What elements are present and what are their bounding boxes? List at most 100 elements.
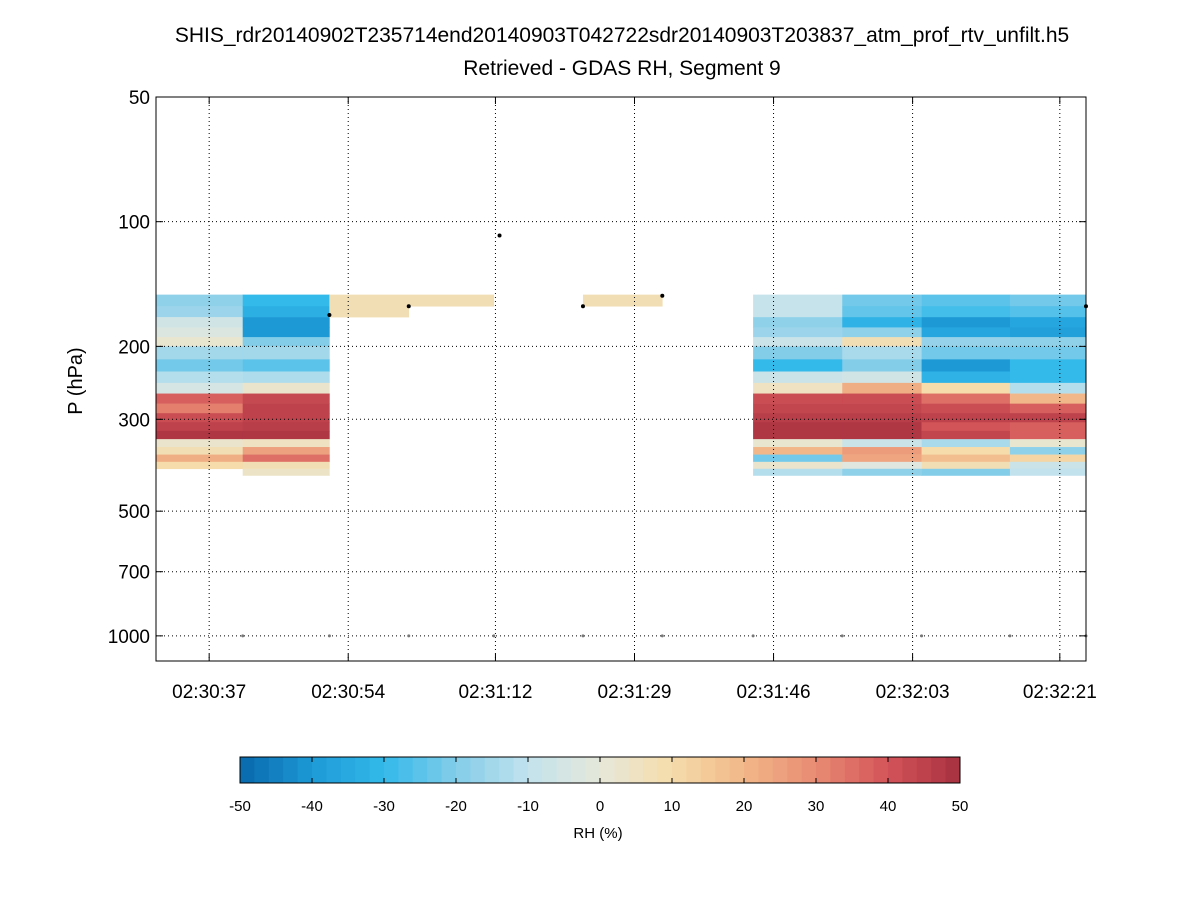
colorbar: -50 -40 -30 -20 -10 0 10 20 30 40 50 — [229, 756, 968, 815]
heatmap-cell — [156, 430, 243, 440]
heatmap-cell — [921, 306, 1011, 318]
surface-marker — [581, 634, 585, 638]
colorbar-swatch — [556, 757, 572, 783]
heatmap-cell — [156, 317, 243, 328]
heatmap-cell — [1009, 294, 1087, 307]
heatmap-cell — [408, 294, 495, 307]
colorbar-swatch — [398, 757, 414, 783]
y-tick-label: 50 — [129, 88, 150, 109]
heatmap-cell — [156, 413, 243, 423]
colorbar-swatch — [542, 757, 558, 783]
heatmap-cell — [1009, 439, 1087, 448]
colorbar-tick-label: 10 — [664, 798, 681, 815]
heatmap-cell — [921, 317, 1011, 328]
plot-frame — [155, 96, 1087, 662]
x-axis: 02:30:37 02:30:54 02:31:12 02:31:29 02:31:46… — [172, 97, 1097, 703]
heatmap-cell — [242, 403, 330, 414]
colorbar-swatch — [758, 757, 774, 783]
colorbar-swatch — [600, 757, 615, 783]
colorbar-tick-label: -30 — [373, 798, 395, 815]
colorbar-swatch — [772, 757, 788, 783]
heatmap-cell — [753, 461, 843, 470]
colorbar-swatch — [729, 757, 745, 783]
surface-marker — [660, 634, 664, 638]
heatmap-cell — [242, 447, 330, 455]
heatmap-cell — [753, 306, 843, 318]
colorbar-swatch — [470, 757, 486, 783]
heatmap-cell — [242, 382, 330, 394]
heatmap-cell — [242, 461, 330, 470]
y-tick-label: 300 — [118, 410, 150, 431]
colorbar-swatch — [427, 757, 442, 783]
heatmap-cell — [329, 294, 410, 307]
heatmap-cell — [156, 337, 243, 347]
y-axis-label: P (hPa) — [65, 347, 87, 414]
colorbar-swatch — [744, 757, 759, 783]
heatmap-cell — [156, 422, 243, 432]
heatmap-cell — [156, 359, 243, 372]
colorbar-swatch — [240, 757, 255, 783]
heatmap-cell — [1009, 359, 1087, 372]
x-tick-label: 02:32:03 — [876, 682, 950, 703]
heatmap-cell — [156, 346, 243, 360]
heatmap-cell — [753, 382, 843, 394]
colorbar-swatch — [816, 757, 831, 783]
colorbar-swatch — [254, 757, 270, 783]
colorbar-swatch — [657, 757, 673, 783]
colorbar-tick-label: 30 — [808, 798, 825, 815]
surface-marker — [751, 634, 755, 638]
heatmap-cell — [753, 337, 843, 347]
heatmap-cell — [1009, 403, 1087, 414]
cloud-top-marker — [406, 304, 411, 309]
heatmap-cell — [1009, 430, 1087, 440]
heatmap-cell — [753, 393, 843, 404]
heatmap-cell — [753, 371, 843, 384]
heatmap-cell — [921, 393, 1011, 404]
colorbar-swatch — [312, 757, 327, 783]
heatmap-cell — [156, 306, 243, 318]
heatmap-cell — [842, 447, 922, 455]
heatmap-cell — [842, 468, 922, 476]
surface-marker — [407, 634, 411, 638]
heatmap-cell — [753, 359, 843, 372]
surface-marker — [920, 634, 924, 638]
colorbar-tick-label: -10 — [517, 798, 539, 815]
heatmap-cell — [842, 317, 922, 328]
heatmap-cell — [242, 359, 330, 372]
colorbar-swatch — [628, 757, 644, 783]
heatmap-cell — [1009, 306, 1087, 318]
colorbar-swatch — [916, 757, 932, 783]
chart-title: SHIS_rdr20140902T235714end20140903T04272… — [175, 24, 1069, 47]
colorbar-swatch — [456, 757, 471, 783]
colorbar-tick-label: -20 — [445, 798, 467, 815]
colorbar-swatch — [369, 757, 385, 783]
heatmap-cell — [242, 468, 330, 476]
heatmap-cell — [753, 439, 843, 448]
heatmap-cell — [921, 346, 1011, 360]
heatmap-cell — [921, 382, 1011, 394]
heatmap-cell — [842, 346, 922, 360]
heatmap-cell — [1009, 371, 1087, 384]
y-tick-label: 200 — [118, 337, 150, 358]
heatmap-cell — [753, 430, 843, 440]
heatmap-cell — [921, 422, 1011, 432]
colorbar-swatch — [686, 757, 702, 783]
heatmap-cell — [842, 327, 922, 338]
colorbar-swatch — [888, 757, 903, 783]
heatmap-cell — [329, 306, 410, 318]
heatmap-cell — [842, 359, 922, 372]
colorbar-tick-label: 40 — [880, 798, 897, 815]
heatmap-cell — [842, 337, 922, 347]
heatmap-cell — [921, 413, 1011, 423]
heatmap-cell — [921, 461, 1011, 470]
heatmap-cell — [842, 422, 922, 432]
cloud-top-marker — [660, 293, 665, 298]
heatmap-cell — [842, 454, 922, 463]
heatmap-cell — [242, 294, 330, 307]
heatmap-cell — [242, 393, 330, 404]
y-tick-label: 500 — [118, 502, 150, 523]
colorbar-swatch — [830, 757, 846, 783]
colorbar-swatch — [499, 757, 514, 783]
heatmap-cell — [1009, 393, 1087, 404]
colorbar-tick-label: -50 — [229, 798, 251, 815]
